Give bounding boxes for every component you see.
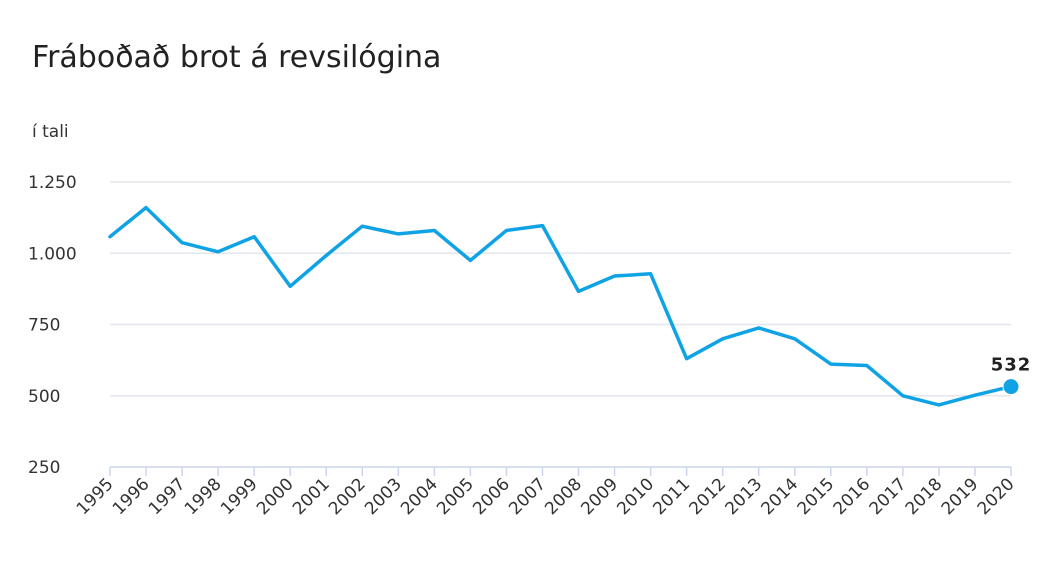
- x-tick-label: 2008: [541, 474, 586, 519]
- x-tick-label: 2012: [685, 474, 730, 519]
- data-point: [649, 272, 653, 276]
- data-point: [793, 337, 797, 341]
- x-tick-label: 1999: [217, 474, 262, 519]
- x-tick-label: 2010: [613, 474, 658, 519]
- data-point: [468, 258, 472, 262]
- data-point: [973, 393, 977, 397]
- data-point: [865, 364, 869, 368]
- x-tick-label: 2016: [830, 474, 875, 519]
- x-tick-label: 1996: [109, 474, 154, 519]
- gridlines: [110, 181, 1011, 397]
- data-point: [829, 362, 833, 366]
- data-point: [901, 394, 905, 398]
- y-tick-label: 1.000: [28, 244, 77, 264]
- data-point: [757, 326, 761, 330]
- data-point: [324, 254, 328, 258]
- x-tick-label: 2018: [902, 474, 947, 519]
- y-tick-labels: 250 500 750 1.000 1.250: [28, 173, 77, 478]
- highlighted-data-point: [1002, 378, 1020, 396]
- x-tick-label: 2013: [722, 474, 767, 519]
- x-tick-label: 2000: [253, 474, 298, 519]
- x-tick-label: 2020: [974, 474, 1019, 519]
- x-tick-labels: 1995199619971998199920002001200220032004…: [73, 474, 1019, 519]
- x-tick-label: 2002: [325, 474, 370, 519]
- series-line: [108, 205, 1013, 407]
- x-tick-label: 2014: [758, 474, 803, 519]
- series: [108, 205, 1013, 407]
- y-tick-label: 250: [28, 458, 60, 478]
- x-tick-label: 1995: [73, 474, 118, 519]
- x-tick-label: 2006: [469, 474, 514, 519]
- data-point: [721, 337, 725, 341]
- data-point: [540, 224, 544, 228]
- y-tick-label: 1.250: [28, 173, 77, 193]
- data-point: [432, 228, 436, 232]
- x-tick-label: 2005: [433, 474, 478, 519]
- chart-title: Fráboðað brot á revsilógina: [32, 40, 442, 75]
- data-point: [396, 232, 400, 236]
- x-axis: [109, 466, 1012, 476]
- data-label: 532: [991, 355, 1032, 376]
- y-axis-label: í tali: [32, 122, 69, 142]
- x-tick-label: 1997: [145, 474, 190, 519]
- x-tick-label: 1998: [181, 474, 226, 519]
- x-tick-label: 2007: [505, 474, 550, 519]
- data-point: [613, 274, 617, 278]
- data-point: [685, 357, 689, 361]
- data-point: [108, 235, 112, 239]
- data-point: [216, 250, 220, 254]
- data-point: [360, 224, 364, 228]
- x-tick-label: 2009: [577, 474, 622, 519]
- data-point: [504, 228, 508, 232]
- data-point: [252, 235, 256, 239]
- y-tick-label: 750: [28, 316, 60, 336]
- x-tick-label: 2004: [397, 474, 442, 519]
- data-point: [144, 206, 148, 210]
- data-point: [288, 284, 292, 288]
- y-tick-label: 500: [28, 387, 60, 407]
- x-tick-label: 2015: [794, 474, 839, 519]
- x-tick-label: 2003: [361, 474, 406, 519]
- x-tick-label: 2019: [938, 474, 983, 519]
- data-point: [937, 403, 941, 407]
- data-point: [180, 241, 184, 245]
- x-tick-label: 2017: [866, 474, 911, 519]
- x-tick-label: 2001: [289, 474, 334, 519]
- data-point: [577, 289, 581, 293]
- x-tick-label: 2011: [649, 474, 694, 519]
- data-labels: 532: [991, 355, 1032, 396]
